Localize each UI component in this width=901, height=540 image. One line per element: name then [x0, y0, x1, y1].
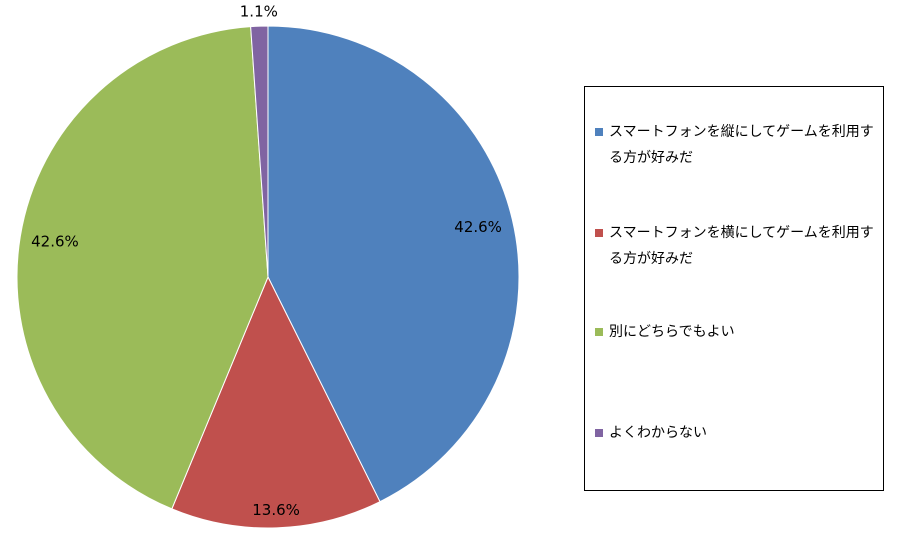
legend-label: 別にどちらでもよい: [609, 324, 735, 340]
legend-marker: [595, 229, 603, 237]
pie-slice: [267, 25, 520, 503]
data-label: 13.6%: [252, 501, 300, 519]
pie-slice: [250, 25, 269, 278]
legend-entry: よくわからない: [595, 420, 879, 446]
legend-entry: 別にどちらでもよい: [595, 319, 879, 345]
legend: スマートフォンを縦にしてゲームを利用する方が好みだ スマートフォンを横にしてゲーム…: [584, 86, 884, 491]
legend-entry: スマートフォンを横にしてゲームを利用する方が好みだ: [595, 220, 879, 272]
legend-label: スマートフォンを縦にしてゲームを利用する方が好みだ: [609, 124, 874, 166]
legend-label: スマートフォンを横にしてゲームを利用する方が好みだ: [609, 225, 874, 267]
pie-slice: [16, 26, 269, 510]
legend-marker: [595, 128, 603, 136]
legend-marker: [595, 429, 603, 437]
legend-label: よくわからない: [609, 425, 707, 441]
pie-slice: [171, 275, 381, 529]
legend-marker: [595, 328, 603, 336]
data-label: 42.6%: [454, 218, 502, 236]
legend-entry: スマートフォンを縦にしてゲームを利用する方が好みだ: [595, 119, 879, 171]
data-label: 42.6%: [31, 233, 79, 251]
data-label: 1.1%: [240, 3, 278, 21]
